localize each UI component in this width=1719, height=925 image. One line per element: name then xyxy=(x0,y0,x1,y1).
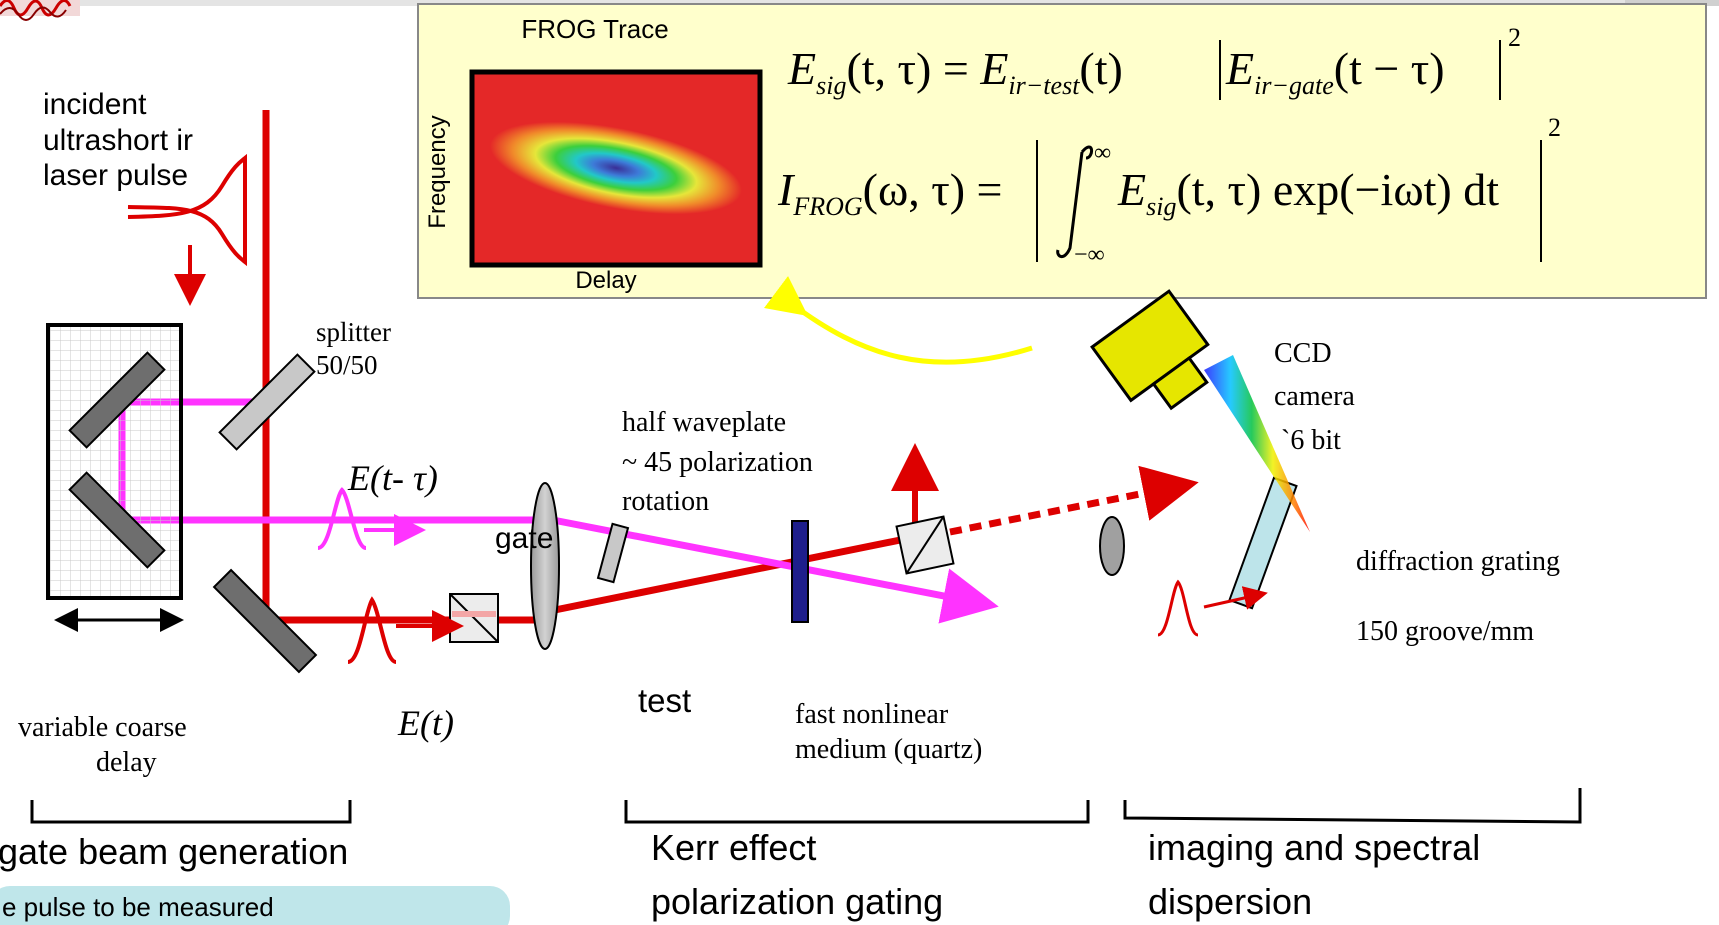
equation-signal-field: Esig(t, τ) = Eir−test(t) Eir−gate(t − τ)… xyxy=(787,23,1521,100)
delay-label-1: variable coarse xyxy=(18,712,187,743)
ccd-camera xyxy=(1090,289,1210,411)
delay-axis-label: Delay xyxy=(575,267,636,294)
test-pulse xyxy=(347,596,464,664)
waveplate-label-1: half waveplate xyxy=(622,407,786,438)
gated-pulse xyxy=(1157,579,1268,637)
svg-text:IFROG(ω, τ) =: IFROG(ω, τ) = xyxy=(777,164,1003,221)
ccd-to-trace-arrow xyxy=(764,276,1033,365)
ccd-label-2: camera xyxy=(1274,381,1355,412)
medium-label-1: fast nonlinear xyxy=(795,699,949,730)
incident-label-2: ultrashort ir xyxy=(43,124,193,157)
section-gate-label: gate beam generation xyxy=(0,831,348,872)
gate-label: gate xyxy=(495,522,553,555)
svg-text:−∞: −∞ xyxy=(1074,242,1105,268)
gate-pulse xyxy=(317,487,426,550)
frog-panel: FROG Trace Frequency Delay Esig(t, τ) = … xyxy=(417,3,1707,299)
splitter-label-1: splitter xyxy=(316,317,391,347)
test-field-label: E(t) xyxy=(397,703,454,743)
focusing-lens xyxy=(530,482,560,650)
frog-trace-image xyxy=(469,69,763,268)
incident-label-3: laser pulse xyxy=(43,159,188,192)
ccd-label-3: `6 bit xyxy=(1281,425,1341,456)
nonlinear-medium xyxy=(791,520,809,623)
polarizer-test xyxy=(449,593,499,643)
svg-text:2: 2 xyxy=(1548,113,1561,142)
test-label: test xyxy=(638,682,691,719)
delay-label-2: delay xyxy=(96,747,157,778)
delay-mirror-upper xyxy=(68,351,166,449)
polarizer-analyzer xyxy=(895,515,955,575)
dispersed-spectrum xyxy=(1204,355,1310,532)
fold-mirror xyxy=(212,568,318,674)
imaging-lens xyxy=(1099,516,1125,576)
section-imaging-label-1: imaging and spectral xyxy=(1148,827,1480,868)
svg-text:∞: ∞ xyxy=(1094,140,1111,166)
half-waveplate xyxy=(596,522,630,584)
footer-note: e pulse to be measured xyxy=(2,892,274,922)
svg-text:2: 2 xyxy=(1508,23,1521,52)
grating-label: diffraction grating xyxy=(1356,546,1560,577)
incident-label-1: incident xyxy=(43,88,147,121)
delay-mirror-lower xyxy=(68,471,166,569)
splitter-label-2: 50/50 xyxy=(316,350,378,380)
incident-pulse xyxy=(127,153,247,306)
section-kerr-label-1: Kerr effect xyxy=(651,827,816,868)
bracket-gate-generation xyxy=(30,800,352,824)
diffraction-grating xyxy=(1228,476,1298,610)
waveplate-label-3: rotation xyxy=(622,486,709,517)
beam-splitter xyxy=(218,353,316,451)
medium-label-2: medium (quartz) xyxy=(795,734,982,765)
equation-frog-intensity: IFROG(ω, τ) = ∞ −∞ Esig(t, τ) exp(−iωt) … xyxy=(777,113,1561,268)
section-kerr-label-2: polarization gating xyxy=(651,881,943,922)
groove-label: 150 groove/mm xyxy=(1356,616,1534,647)
waveplate-label-2: ~ 45 polarization xyxy=(622,447,813,478)
section-imaging-label-2: dispersion xyxy=(1148,881,1312,922)
frog-trace-title: FROG Trace xyxy=(521,14,668,44)
bracket-imaging xyxy=(1123,788,1582,824)
footer-note-box xyxy=(0,886,510,925)
svg-text:Esig(t, τ) = Eir−test(t): Esig(t, τ) = Eir−test(t) xyxy=(787,43,1123,100)
bracket-kerr-gating xyxy=(624,800,1090,824)
gate-field-label: E(t- τ) xyxy=(347,458,438,498)
svg-text:Esig(t, τ) exp(−iωt) dt: Esig(t, τ) exp(−iωt) dt xyxy=(1117,164,1499,221)
frequency-axis-label: Frequency xyxy=(424,115,451,228)
ccd-label-1: CCD xyxy=(1274,338,1332,369)
delay-stage xyxy=(46,323,184,632)
svg-text:Eir−gate(t − τ): Eir−gate(t − τ) xyxy=(1225,43,1445,100)
